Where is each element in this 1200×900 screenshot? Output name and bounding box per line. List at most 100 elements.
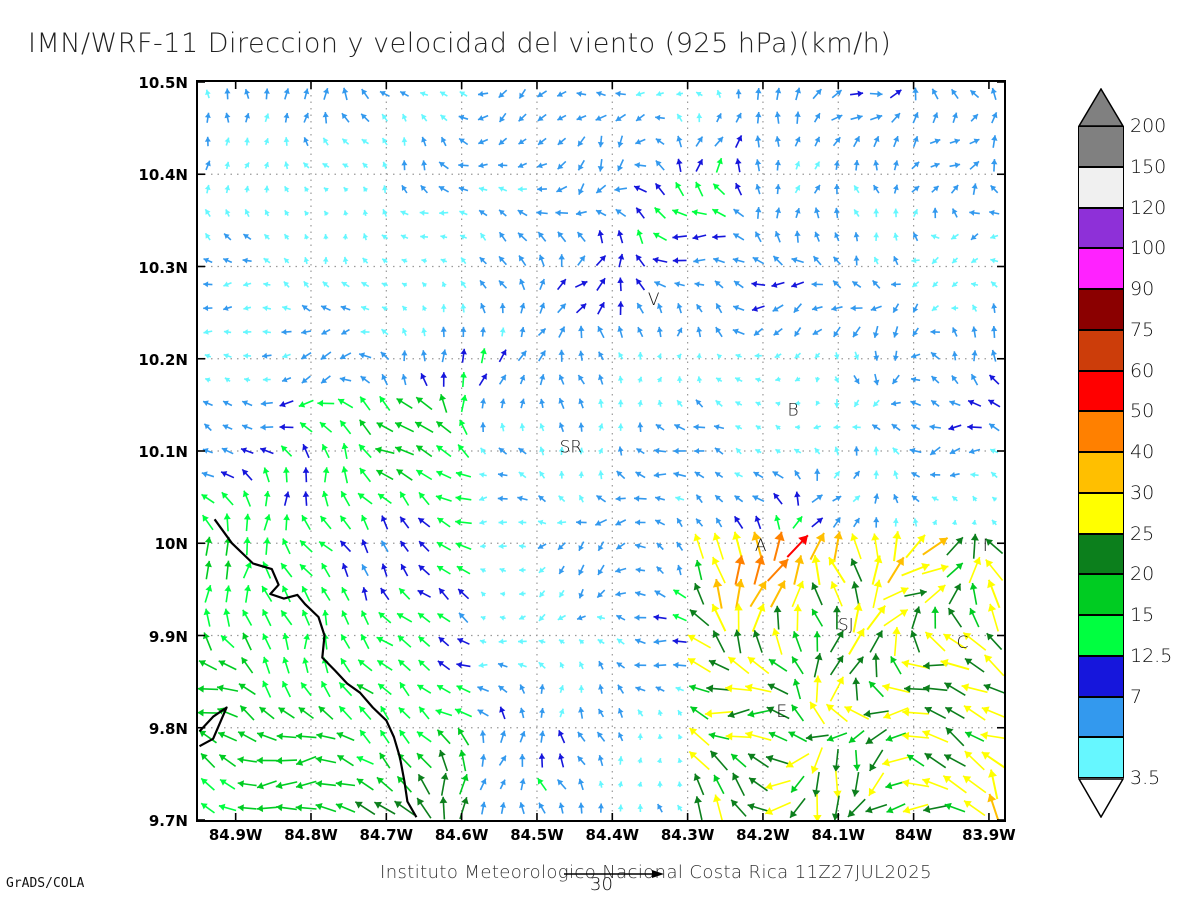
wind-arrow-head	[657, 303, 663, 309]
wind-arrow-head	[461, 280, 466, 287]
wind-arrow-head	[397, 613, 404, 620]
wind-arrow-head	[436, 445, 444, 452]
wind-arrow-head	[220, 779, 227, 786]
colorbar-tick-label: 12.5	[1130, 644, 1173, 667]
wind-arrow-head	[418, 636, 425, 643]
wind-arrow-head	[711, 604, 720, 613]
wind-arrow-head	[835, 90, 842, 96]
wind-arrow-head	[733, 233, 740, 239]
wind-arrow-head	[343, 210, 349, 216]
wind-arrow-head	[970, 90, 977, 96]
wind-arrow-head	[224, 377, 231, 383]
wind-arrow-head	[795, 376, 801, 382]
wind-arrow-head	[637, 757, 643, 763]
wind-arrow-head	[598, 351, 604, 358]
wind-arrow-head	[245, 561, 252, 569]
wind-arrow-head	[263, 281, 269, 288]
wind-arrow-head	[873, 136, 880, 143]
wind-arrow-head	[863, 709, 871, 718]
wind-arrow-head	[456, 566, 464, 572]
wind-arrow-head	[678, 710, 683, 716]
wind-arrow-head	[579, 661, 585, 668]
wind-arrow-head	[537, 543, 544, 549]
wind-arrow-head	[419, 492, 426, 499]
wind-arrow-head	[362, 233, 369, 239]
wind-arrow-head	[615, 567, 621, 574]
wind-arrow-head	[778, 559, 789, 569]
y-tick-label: 10.4N	[138, 166, 188, 185]
wind-arrow-head	[892, 531, 902, 540]
wind-arrow-head	[696, 91, 702, 97]
wind-arrow-head	[559, 568, 565, 574]
wind-arrow-head	[303, 112, 309, 119]
wind-arrow-head	[440, 304, 447, 309]
wind-arrow-head	[990, 185, 997, 192]
wind-arrow-head	[339, 376, 346, 383]
wind-arrow-head	[536, 209, 542, 216]
wind-arrow-head	[694, 448, 700, 454]
wind-arrow-head	[813, 815, 822, 820]
wind-arrow-head	[794, 136, 801, 143]
wind-arrow-head	[416, 445, 424, 452]
wind-arrow-head	[321, 563, 328, 570]
wind-arrow-head	[973, 161, 979, 168]
wind-arrow-head	[794, 400, 800, 406]
wind-arrow-head	[895, 557, 904, 566]
wind-arrow-head	[341, 587, 348, 594]
wind-arrow-head	[992, 497, 998, 502]
wind-arrow-head	[656, 542, 663, 549]
wind-arrow-head	[933, 185, 939, 192]
wind-arrow-head	[538, 232, 544, 238]
wind-arrow-head	[696, 326, 703, 333]
wind-arrow-head	[717, 136, 723, 143]
wind-arrow-head	[557, 779, 564, 786]
wind-arrow-head	[479, 639, 485, 645]
wind-arrow-head	[873, 185, 879, 191]
wind-arrow-head	[635, 686, 641, 692]
wind-arrow-head	[398, 659, 405, 667]
wind-arrow-head	[713, 257, 719, 264]
wind-arrow-head	[597, 732, 603, 738]
wind-arrow-head	[381, 540, 387, 547]
wind-arrow-head	[440, 234, 446, 240]
wind-arrow-head	[480, 280, 486, 287]
wind-arrow-head	[281, 563, 288, 570]
speed-colorbar[interactable]: 20015012010090756050403025201512.573.53.…	[1078, 88, 1172, 818]
wind-arrow-head	[263, 537, 271, 544]
wind-arrow-head	[991, 472, 997, 478]
wind-arrow-head	[635, 543, 641, 550]
wind-arrow-head	[225, 209, 231, 215]
wind-arrow-head	[499, 398, 506, 404]
wind-arrow-head	[362, 209, 369, 215]
wind-arrow-head	[478, 115, 484, 121]
wind-arrow-head	[477, 709, 484, 716]
wind-arrow-head	[262, 305, 268, 312]
wind-arrow-head	[637, 733, 643, 739]
wind-arrow-head	[815, 377, 821, 383]
wind-arrow-head	[833, 354, 840, 360]
wind-map-plot[interactable]: V B SR A I SJ C E	[196, 80, 1006, 822]
wind-arrow-head	[704, 709, 713, 718]
wind-arrow-head	[655, 424, 662, 430]
wind-arrow-head	[794, 185, 800, 191]
wind-arrow-head	[264, 234, 270, 240]
wind-arrow-head	[537, 115, 544, 121]
wind-arrow-head	[814, 353, 820, 359]
wind-arrow-head	[596, 91, 602, 97]
wind-arrow-head	[244, 89, 250, 95]
wind-arrow-head	[952, 185, 959, 191]
wind-arrow-head	[578, 325, 585, 332]
wind-arrow-head	[636, 278, 642, 285]
wind-arrow-head	[877, 90, 883, 98]
wind-arrow-head	[519, 778, 526, 785]
wind-arrow-head	[478, 662, 484, 669]
wind-arrow-head	[203, 608, 211, 616]
wind-arrow-head	[792, 631, 800, 639]
wind-arrow-head	[283, 491, 291, 498]
wind-vector-field[interactable]: V B SR A I SJ C E	[198, 82, 1004, 820]
wind-arrow-head	[970, 472, 976, 478]
wind-arrow-head	[281, 610, 288, 618]
wind-arrow-head	[480, 303, 486, 309]
wind-arrow-head	[931, 234, 937, 240]
wind-arrow-head	[456, 685, 463, 692]
